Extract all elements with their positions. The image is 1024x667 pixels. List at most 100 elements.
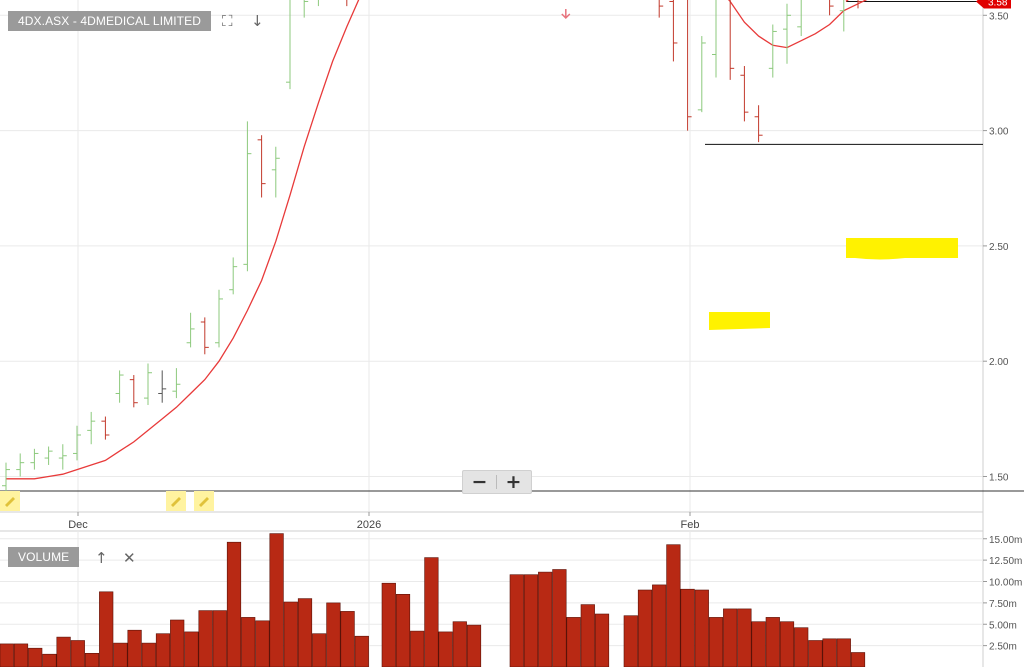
download-arrow-icon[interactable]: ↓ — [251, 12, 264, 30]
ohlc-bar — [839, 0, 845, 32]
volume-bar — [198, 610, 213, 667]
volume-bar — [340, 611, 355, 667]
volume-axis: 2.50m 5.00m 7.50m 10.00m 12.50m 15.00m — [983, 535, 1022, 653]
volume-bar — [381, 582, 396, 667]
volume-tick-label: 15.00m — [989, 535, 1022, 546]
volume-bar — [312, 633, 327, 667]
close-icon[interactable]: ✕ — [123, 549, 136, 567]
ohlc-bar — [172, 368, 181, 399]
ohlc-bar — [286, 0, 291, 90]
price-tick-label: 3.50 — [989, 11, 1009, 22]
event-marker-icon — [5, 497, 15, 507]
zoom-out-button[interactable]: − — [471, 471, 488, 493]
volume-bar — [594, 613, 610, 667]
volume-bar — [580, 604, 595, 667]
volume-bar — [779, 621, 795, 667]
volume-tick-label: 7.50m — [989, 599, 1017, 610]
ohlc-bar — [697, 36, 706, 113]
ohlc-bar — [303, 0, 309, 18]
volume-bar — [538, 571, 553, 667]
volume-bar — [737, 608, 752, 667]
ohlc-bar — [754, 105, 763, 143]
ohlc-bar — [243, 121, 252, 272]
volume-bar — [354, 635, 369, 667]
ohlc-bar — [58, 444, 67, 470]
highlight-mark — [846, 238, 958, 260]
ohlc-bar — [186, 312, 195, 348]
ohlc-bar — [783, 3, 791, 64]
volume-title: VOLUME — [18, 550, 70, 564]
volume-bar — [13, 643, 29, 667]
volume-bar — [623, 615, 638, 667]
volume-bar — [410, 630, 425, 667]
time-tick-label: Dec — [68, 519, 88, 531]
volume-bar — [680, 588, 695, 667]
volume-bar — [552, 569, 567, 667]
event-marker — [166, 491, 186, 511]
ohlc-bar — [729, 0, 735, 80]
ohlc-bar — [101, 416, 110, 440]
ohlc-bar — [87, 411, 96, 445]
volume-tick-label: 5.00m — [989, 620, 1017, 631]
volume-bar — [241, 617, 256, 667]
arrow-up-icon[interactable]: ↑ — [95, 549, 108, 567]
volume-bar — [765, 617, 780, 667]
volume-bar — [523, 574, 539, 667]
price-axis: 1.502.002.503.003.504.004.505.005.50Dec2… — [68, 11, 1009, 531]
volume-bar — [694, 589, 709, 667]
volume-bar — [184, 631, 199, 667]
volume-bar — [452, 621, 467, 667]
volume-bar — [155, 633, 171, 667]
zoom-divider — [496, 475, 497, 489]
time-tick-label: 2026 — [357, 519, 381, 531]
volume-bar — [723, 608, 738, 667]
volume-bar — [808, 640, 823, 667]
event-markers — [0, 491, 214, 511]
volume-bar — [708, 617, 724, 667]
moving-average-line — [6, 0, 868, 480]
event-marker — [194, 491, 214, 511]
price-tick-label: 2.50 — [989, 242, 1009, 253]
volume-bar — [226, 541, 242, 667]
volume-bar — [297, 598, 313, 667]
down-arrow-marker — [561, 9, 571, 20]
ohlc-bar — [2, 462, 10, 493]
ohlc-bar — [215, 289, 223, 348]
ohlc-bar — [797, 0, 802, 37]
ohlc-bar — [271, 146, 280, 198]
volume-bar — [269, 533, 284, 667]
volume-bar — [0, 643, 14, 667]
price-reference-lines — [705, 0, 983, 145]
volume-bar — [28, 647, 43, 667]
chart-title-tag: 4DX.ASX - 4DMEDICAL LIMITED — [8, 11, 211, 31]
volume-series — [0, 533, 866, 667]
volume-bar — [652, 584, 667, 667]
price-tick-label: 2.00 — [989, 357, 1009, 368]
volume-bar — [438, 631, 453, 667]
event-marker — [0, 491, 20, 511]
volume-bar — [170, 619, 185, 667]
down-arrow-head — [561, 13, 571, 20]
volume-bar — [113, 642, 128, 667]
volume-bar — [212, 610, 227, 667]
zoom-in-button[interactable]: + — [505, 471, 522, 493]
ohlc-bar — [73, 425, 81, 461]
volume-bar — [751, 621, 766, 667]
volume-bar — [127, 629, 142, 667]
volume-tick-label: 10.00m — [989, 578, 1022, 589]
volume-tick-label: 2.50m — [989, 642, 1017, 653]
ohlc-bar — [200, 317, 209, 355]
volume-tick-label: 12.50m — [989, 556, 1022, 567]
volume-bar — [850, 652, 866, 667]
volume-bar — [99, 591, 114, 667]
ohlc-bar — [687, 0, 692, 131]
fullscreen-icon[interactable]: ⛶ — [222, 12, 233, 30]
volume-bar — [424, 557, 439, 667]
volume-bar — [566, 617, 581, 667]
volume-bar — [509, 574, 524, 667]
volume-bar — [56, 636, 71, 667]
ohlc-bar — [857, 0, 862, 9]
volume-bar — [84, 652, 100, 667]
ohlc-bar — [30, 448, 39, 470]
